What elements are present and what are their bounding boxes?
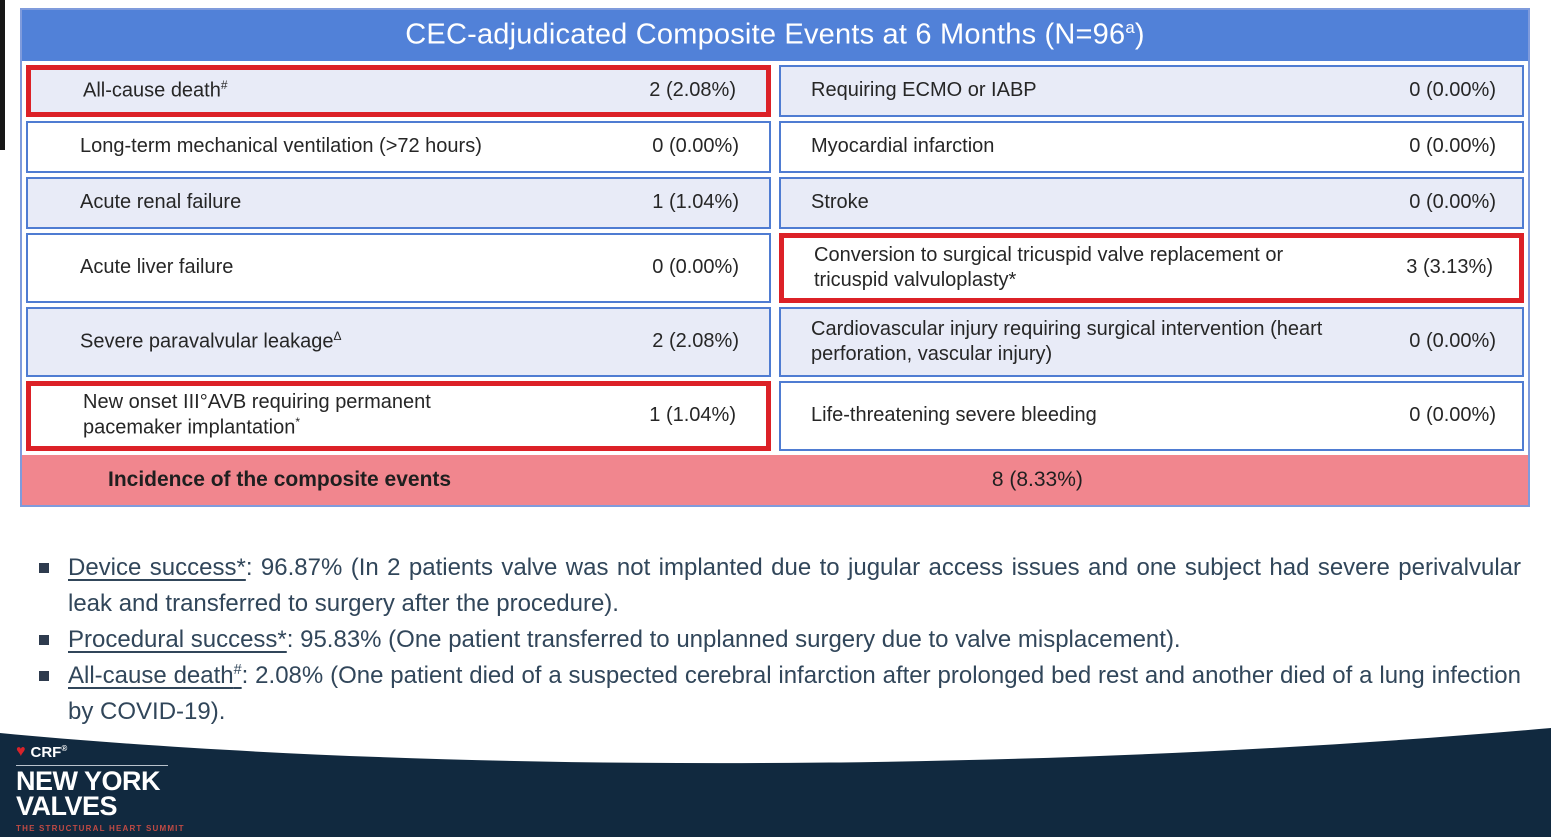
table-title-text: CEC-adjudicated Composite Events at 6 Mo… bbox=[405, 18, 1126, 51]
row-label: Cardiovascular injury requiring surgical… bbox=[811, 317, 1323, 365]
brand-line-1: NEW YORK bbox=[16, 765, 161, 796]
bullet-lead: All-cause death bbox=[68, 662, 234, 689]
table-title-superscript: a bbox=[1125, 18, 1135, 37]
table-row-surgical-conversion: Conversion to surgical tricuspid valve r… bbox=[779, 232, 1524, 303]
table-row-ecmo-iabp: Requiring ECMO or IABP 0 (0.00%) bbox=[779, 64, 1524, 117]
table-row-paravalvular-leakage: Severe paravalvular leakageΔ 2 (2.08%) bbox=[26, 306, 771, 377]
table-title: CEC-adjudicated Composite Events at 6 Mo… bbox=[22, 10, 1528, 61]
row-value: 3 (3.13%) bbox=[1406, 256, 1493, 279]
row-label-superscript: # bbox=[220, 77, 228, 92]
row-label: Myocardial infarction bbox=[811, 135, 995, 158]
table-row-myocardial-infarction: Myocardial infarction 0 (0.00%) bbox=[779, 120, 1524, 173]
brand-tagline: THE STRUCTURAL HEART SUMMIT bbox=[16, 824, 185, 833]
conference-logo: ♥ CRF® NEW YORK VALVES THE STRUCTURAL HE… bbox=[16, 744, 185, 833]
row-label: New onset III°AVB requiring permanent pa… bbox=[83, 391, 431, 439]
table-row-acute-renal-failure: Acute renal failure 1 (1.04%) bbox=[26, 176, 771, 229]
heart-icon: ♥ bbox=[16, 743, 26, 761]
bullet-lead: Procedural success* bbox=[68, 626, 287, 653]
row-label: All-cause death bbox=[83, 79, 221, 102]
row-value: 0 (0.00%) bbox=[1409, 404, 1496, 427]
bullet-device-success: Device success*: 96.87% (In 2 patients v… bbox=[36, 550, 1521, 622]
footer-curve bbox=[0, 728, 1551, 837]
row-value: 0 (0.00%) bbox=[1409, 135, 1496, 158]
footer-band: ♥ CRF® NEW YORK VALVES THE STRUCTURAL HE… bbox=[0, 719, 1551, 837]
row-label: Acute liver failure bbox=[80, 256, 234, 279]
bullet-text: : 2.08% (One patient died of a suspected… bbox=[68, 662, 1521, 725]
row-label: Stroke bbox=[811, 191, 869, 214]
composite-incidence-row: Incidence of the composite events 8 (8.3… bbox=[22, 454, 1528, 505]
row-label-superscript: * bbox=[295, 415, 301, 430]
composite-incidence-value: 8 (8.33%) bbox=[991, 467, 1083, 491]
table-row-mechanical-ventilation: Long-term mechanical ventilation (>72 ho… bbox=[26, 120, 771, 173]
row-value: 0 (0.00%) bbox=[1409, 330, 1496, 353]
registered-mark: ® bbox=[61, 743, 68, 753]
row-label: Requiring ECMO or IABP bbox=[811, 79, 1037, 102]
table-row-acute-liver-failure: Acute liver failure 0 (0.00%) bbox=[26, 232, 771, 303]
frame-edge-strip bbox=[0, 0, 5, 150]
table-row-severe-bleeding: Life-threatening severe bleeding 0 (0.00… bbox=[779, 380, 1524, 451]
bullet-procedural-success: Procedural success*: 95.83% (One patient… bbox=[36, 622, 1521, 658]
bullet-text: : 96.87% (In 2 patients valve was not im… bbox=[68, 554, 1522, 617]
table-row-stroke: Stroke 0 (0.00%) bbox=[779, 176, 1524, 229]
bullet-text: : 95.83% (One patient transferred to unp… bbox=[286, 626, 1181, 653]
row-value: 0 (0.00%) bbox=[652, 256, 739, 279]
row-value: 2 (2.08%) bbox=[649, 79, 736, 102]
crf-logo-text: CRF bbox=[30, 743, 62, 761]
row-label: Acute renal failure bbox=[80, 191, 242, 214]
bullet-lead-superscript: # bbox=[233, 662, 242, 678]
row-label: Life-threatening severe bleeding bbox=[811, 404, 1097, 427]
row-value: 1 (1.04%) bbox=[652, 191, 739, 214]
row-value: 0 (0.00%) bbox=[652, 135, 739, 158]
row-label-superscript: Δ bbox=[333, 328, 342, 343]
table-title-tail: ) bbox=[1134, 18, 1145, 51]
row-label: Long-term mechanical ventilation (>72 ho… bbox=[80, 135, 482, 158]
events-table: CEC-adjudicated Composite Events at 6 Mo… bbox=[20, 8, 1530, 507]
row-label: Conversion to surgical tricuspid valve r… bbox=[814, 243, 1284, 291]
logo-divider bbox=[16, 764, 168, 766]
summary-bullet-list: Device success*: 96.87% (In 2 patients v… bbox=[36, 550, 1521, 730]
composite-incidence-label: Incidence of the composite events bbox=[108, 467, 452, 491]
bullet-lead: Device success* bbox=[68, 554, 246, 581]
row-label: Severe paravalvular leakage bbox=[80, 330, 334, 353]
table-row-cardiovascular-injury: Cardiovascular injury requiring surgical… bbox=[779, 306, 1524, 377]
row-value: 1 (1.04%) bbox=[649, 404, 736, 427]
events-grid: All-cause death# 2 (2.08%) Requiring ECM… bbox=[22, 61, 1528, 455]
bullet-all-cause-death: All-cause death#: 2.08% (One patient die… bbox=[36, 658, 1521, 730]
row-value: 0 (0.00%) bbox=[1409, 79, 1496, 102]
table-row-avb-pacemaker: New onset III°AVB requiring permanent pa… bbox=[26, 380, 771, 451]
table-row-all-cause-death: All-cause death# 2 (2.08%) bbox=[26, 64, 771, 117]
row-value: 2 (2.08%) bbox=[652, 330, 739, 353]
brand-line-2: VALVES bbox=[16, 791, 118, 822]
row-value: 0 (0.00%) bbox=[1409, 191, 1496, 214]
